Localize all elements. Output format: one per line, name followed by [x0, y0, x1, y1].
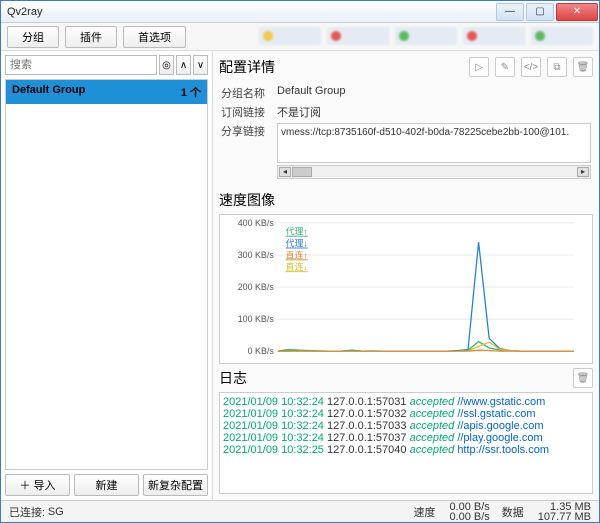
status-speed-label: 速度	[413, 504, 435, 520]
group-button[interactable]: 分组	[7, 26, 59, 48]
import-button[interactable]: ＋ 导入	[5, 474, 70, 496]
clear-log-icon[interactable]: 🗑	[573, 368, 593, 388]
log-box: 2021/01/09 10:32:24 127.0.0.1:57031 acce…	[219, 392, 593, 494]
svg-text:0 KB/s: 0 KB/s	[248, 346, 275, 356]
speed-chart: 400 KB/s 300 KB/s 200 KB/s 100 KB/s 0 KB/s 代理…	[219, 214, 593, 364]
status-data-down: 107.77 MB	[538, 512, 591, 522]
name-label: 分组名称	[221, 85, 277, 101]
name-value: Default Group	[277, 85, 345, 101]
log-title: 日志	[219, 368, 567, 388]
details-title: 配置详情	[219, 57, 463, 77]
locate-icon[interactable]: ◎	[159, 55, 174, 75]
prefs-button[interactable]: 首选项	[123, 26, 186, 48]
svg-text:直连↓: 直连↓	[286, 261, 308, 272]
background-tabs	[259, 27, 593, 45]
status-speed-down: 0.00 B/s	[449, 512, 489, 522]
maximize-button[interactable]: ▢	[526, 3, 554, 21]
sub-label: 订阅链接	[221, 104, 277, 120]
edit-icon[interactable]: ✎	[495, 57, 515, 77]
status-data-up: 1.35 MB	[550, 502, 591, 512]
sort-up-icon[interactable]: ∧	[176, 55, 191, 75]
plugin-button[interactable]: 插件	[65, 26, 117, 48]
group-item-count: 1 个	[181, 84, 201, 100]
status-data-label: 数据	[502, 504, 524, 520]
new-button[interactable]: 新建	[74, 474, 139, 496]
delete-icon[interactable]: 🗑	[573, 57, 593, 77]
play-icon[interactable]: ▷	[469, 57, 489, 77]
close-button[interactable]: ✕	[556, 3, 598, 21]
speed-title: 速度图像	[219, 190, 593, 210]
copy-icon[interactable]: ⧉	[547, 57, 567, 77]
share-label: 分享链接	[221, 123, 277, 179]
status-connected-value: SG	[48, 506, 64, 518]
svg-text:代理↓: 代理↓	[286, 239, 308, 249]
status-connected-label: 已连接:	[9, 504, 45, 520]
sort-down-icon[interactable]: ∨	[193, 55, 208, 75]
window-title: Qv2ray	[1, 6, 495, 18]
group-item-name: Default Group	[12, 84, 85, 100]
search-input[interactable]	[5, 55, 157, 75]
group-list: Default Group 1 个	[5, 79, 208, 470]
svg-text:300 KB/s: 300 KB/s	[238, 250, 275, 260]
svg-text:400 KB/s: 400 KB/s	[238, 218, 275, 228]
code-icon[interactable]: </>	[521, 57, 541, 77]
sub-value: 不是订阅	[277, 104, 321, 120]
svg-text:100 KB/s: 100 KB/s	[238, 314, 275, 324]
svg-text:代理↑: 代理↑	[286, 227, 308, 237]
minimize-button[interactable]: —	[496, 3, 524, 21]
status-speed-up: 0.00 B/s	[449, 502, 489, 512]
group-item[interactable]: Default Group 1 个	[6, 80, 207, 104]
new-complex-button[interactable]: 新复杂配置	[143, 474, 208, 496]
share-link-box[interactable]: vmess://tcp:8735160f-d510-402f-b0da-7822…	[277, 123, 591, 163]
svg-text:直连↑: 直连↑	[286, 249, 308, 260]
svg-text:200 KB/s: 200 KB/s	[238, 282, 275, 292]
share-scrollbar[interactable]: ◂ ▸	[277, 165, 591, 179]
